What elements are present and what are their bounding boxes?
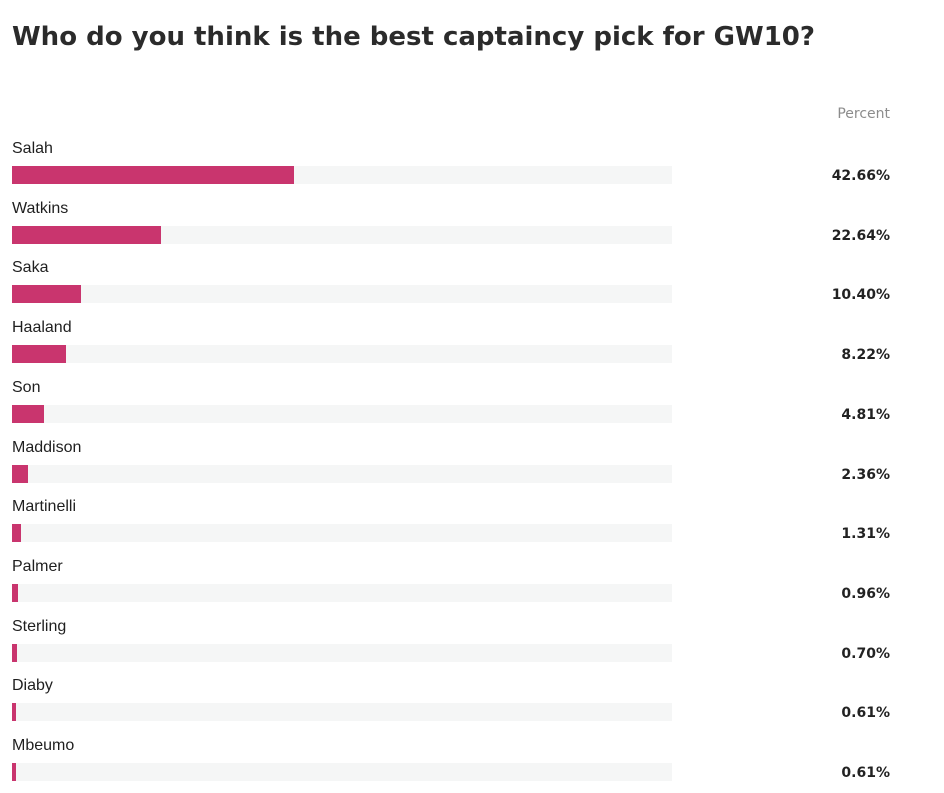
result-row: Saka 10.40% [0, 259, 944, 315]
result-row: Sterling 0.70% [0, 618, 944, 674]
option-label: Saka [12, 259, 49, 277]
result-row: Maddison 2.36% [0, 439, 944, 495]
option-label: Sterling [12, 617, 67, 635]
bar-track [12, 583, 672, 602]
result-row: Son 4.81% [0, 379, 944, 435]
bar-fill [12, 404, 44, 423]
result-row: Palmer 0.96% [0, 558, 944, 614]
bar-fill [12, 464, 28, 483]
result-row: Martinelli 1.31% [0, 498, 944, 554]
percent-value: 22.64% [831, 227, 890, 244]
percent-value: 0.70% [841, 645, 890, 662]
poll-title: Who do you think is the best captaincy p… [12, 22, 815, 52]
percent-value: 10.40% [831, 287, 890, 304]
option-label: Mbeumo [12, 737, 75, 754]
percent-column-header: Percent [837, 106, 890, 122]
bar-track [12, 285, 672, 304]
bar-track [12, 643, 672, 662]
option-label: Salah [12, 140, 53, 157]
result-row: Diaby 0.61% [0, 677, 944, 733]
bar-track [12, 404, 672, 423]
option-label: Watkins [12, 199, 69, 217]
result-row: Mbeumo 0.61% [0, 737, 944, 793]
option-label: Haaland [12, 319, 72, 337]
bar-track [12, 763, 672, 781]
bar-fill [12, 643, 17, 662]
bar-fill [12, 763, 17, 781]
percent-value: 0.61% [841, 765, 890, 781]
option-label: Palmer [12, 557, 63, 575]
percent-value: 4.81% [841, 406, 890, 423]
bar-track [12, 524, 672, 543]
option-label: Martinelli [12, 498, 77, 516]
option-label: Diaby [12, 677, 53, 695]
bar-fill [12, 345, 67, 364]
bar-fill [12, 524, 21, 543]
bar-fill [12, 583, 19, 602]
bar-fill [12, 225, 162, 244]
percent-value: 8.22% [841, 347, 890, 364]
result-row: Salah 42.66% [0, 140, 944, 196]
bar-fill [12, 285, 81, 304]
bar-fill [12, 166, 294, 184]
bar-track [12, 225, 672, 244]
bar-track [12, 166, 672, 184]
option-label: Maddison [12, 438, 82, 456]
bar-track [12, 703, 672, 722]
option-label: Son [12, 378, 41, 396]
result-row: Haaland 8.22% [0, 319, 944, 375]
bar-track [12, 345, 672, 364]
percent-value: 0.61% [841, 705, 890, 722]
percent-value: 0.96% [841, 585, 890, 602]
result-row: Watkins 22.64% [0, 200, 944, 256]
percent-value: 2.36% [841, 466, 890, 483]
percent-value: 1.31% [841, 526, 890, 543]
bar-fill [12, 703, 17, 722]
percent-value: 42.66% [831, 168, 890, 184]
bar-track [12, 464, 672, 483]
